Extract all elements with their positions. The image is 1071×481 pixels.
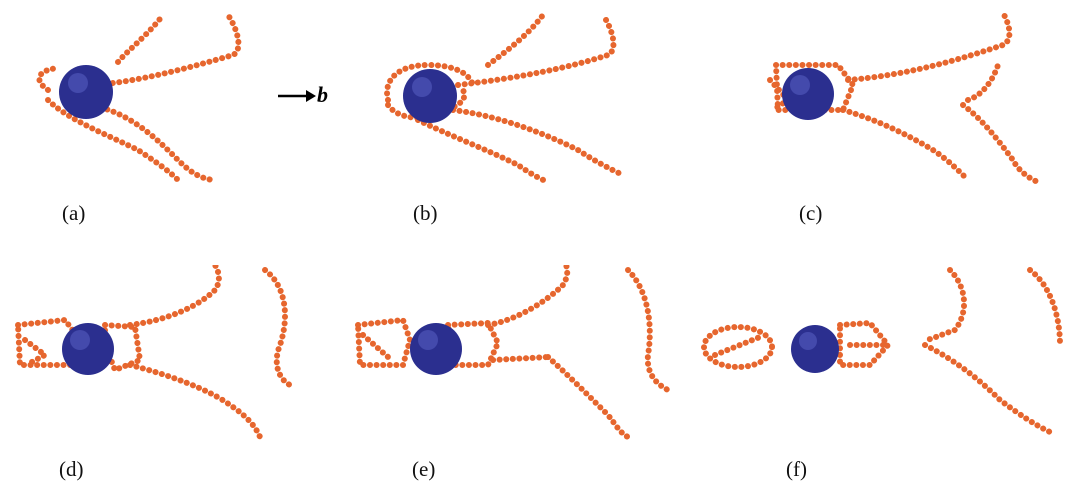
precipitate-sphere (403, 69, 457, 123)
precipitate-sphere (410, 323, 462, 375)
panel-a (28, 10, 258, 185)
panel-c (758, 10, 1048, 185)
precipitate-sphere (782, 68, 834, 120)
panel-d-image (15, 265, 293, 440)
precipitate-sphere (59, 65, 113, 119)
panel-f (700, 265, 1068, 440)
caption-a: (a) (62, 201, 86, 225)
caption-f: (f) (786, 457, 807, 481)
caption-b: (b) (413, 201, 438, 225)
burgers-vector-arrow (276, 82, 346, 112)
panel-e (348, 265, 670, 440)
panel-f-image (701, 267, 1063, 436)
dislocation-line (15, 265, 293, 440)
caption-c: (c) (799, 201, 823, 225)
caption-e: (e) (412, 457, 436, 481)
panel-c-image (767, 10, 1041, 185)
dislocation-line (767, 10, 1041, 185)
panel-b-image (384, 12, 626, 185)
precipitate-sphere (62, 323, 114, 375)
panel-a-image (36, 12, 242, 183)
panel-b (378, 10, 658, 185)
caption-d: (d) (59, 457, 84, 481)
dislocation-line (701, 267, 1063, 436)
dislocation-line (384, 12, 626, 185)
dislocation-line (36, 12, 242, 183)
burgers-vector-label: b (317, 82, 328, 107)
precipitate-sphere (791, 325, 839, 373)
panel-e-image (355, 265, 670, 440)
panel-d (10, 265, 295, 440)
right-arrow-icon (278, 90, 316, 102)
dislocation-line (355, 265, 670, 440)
